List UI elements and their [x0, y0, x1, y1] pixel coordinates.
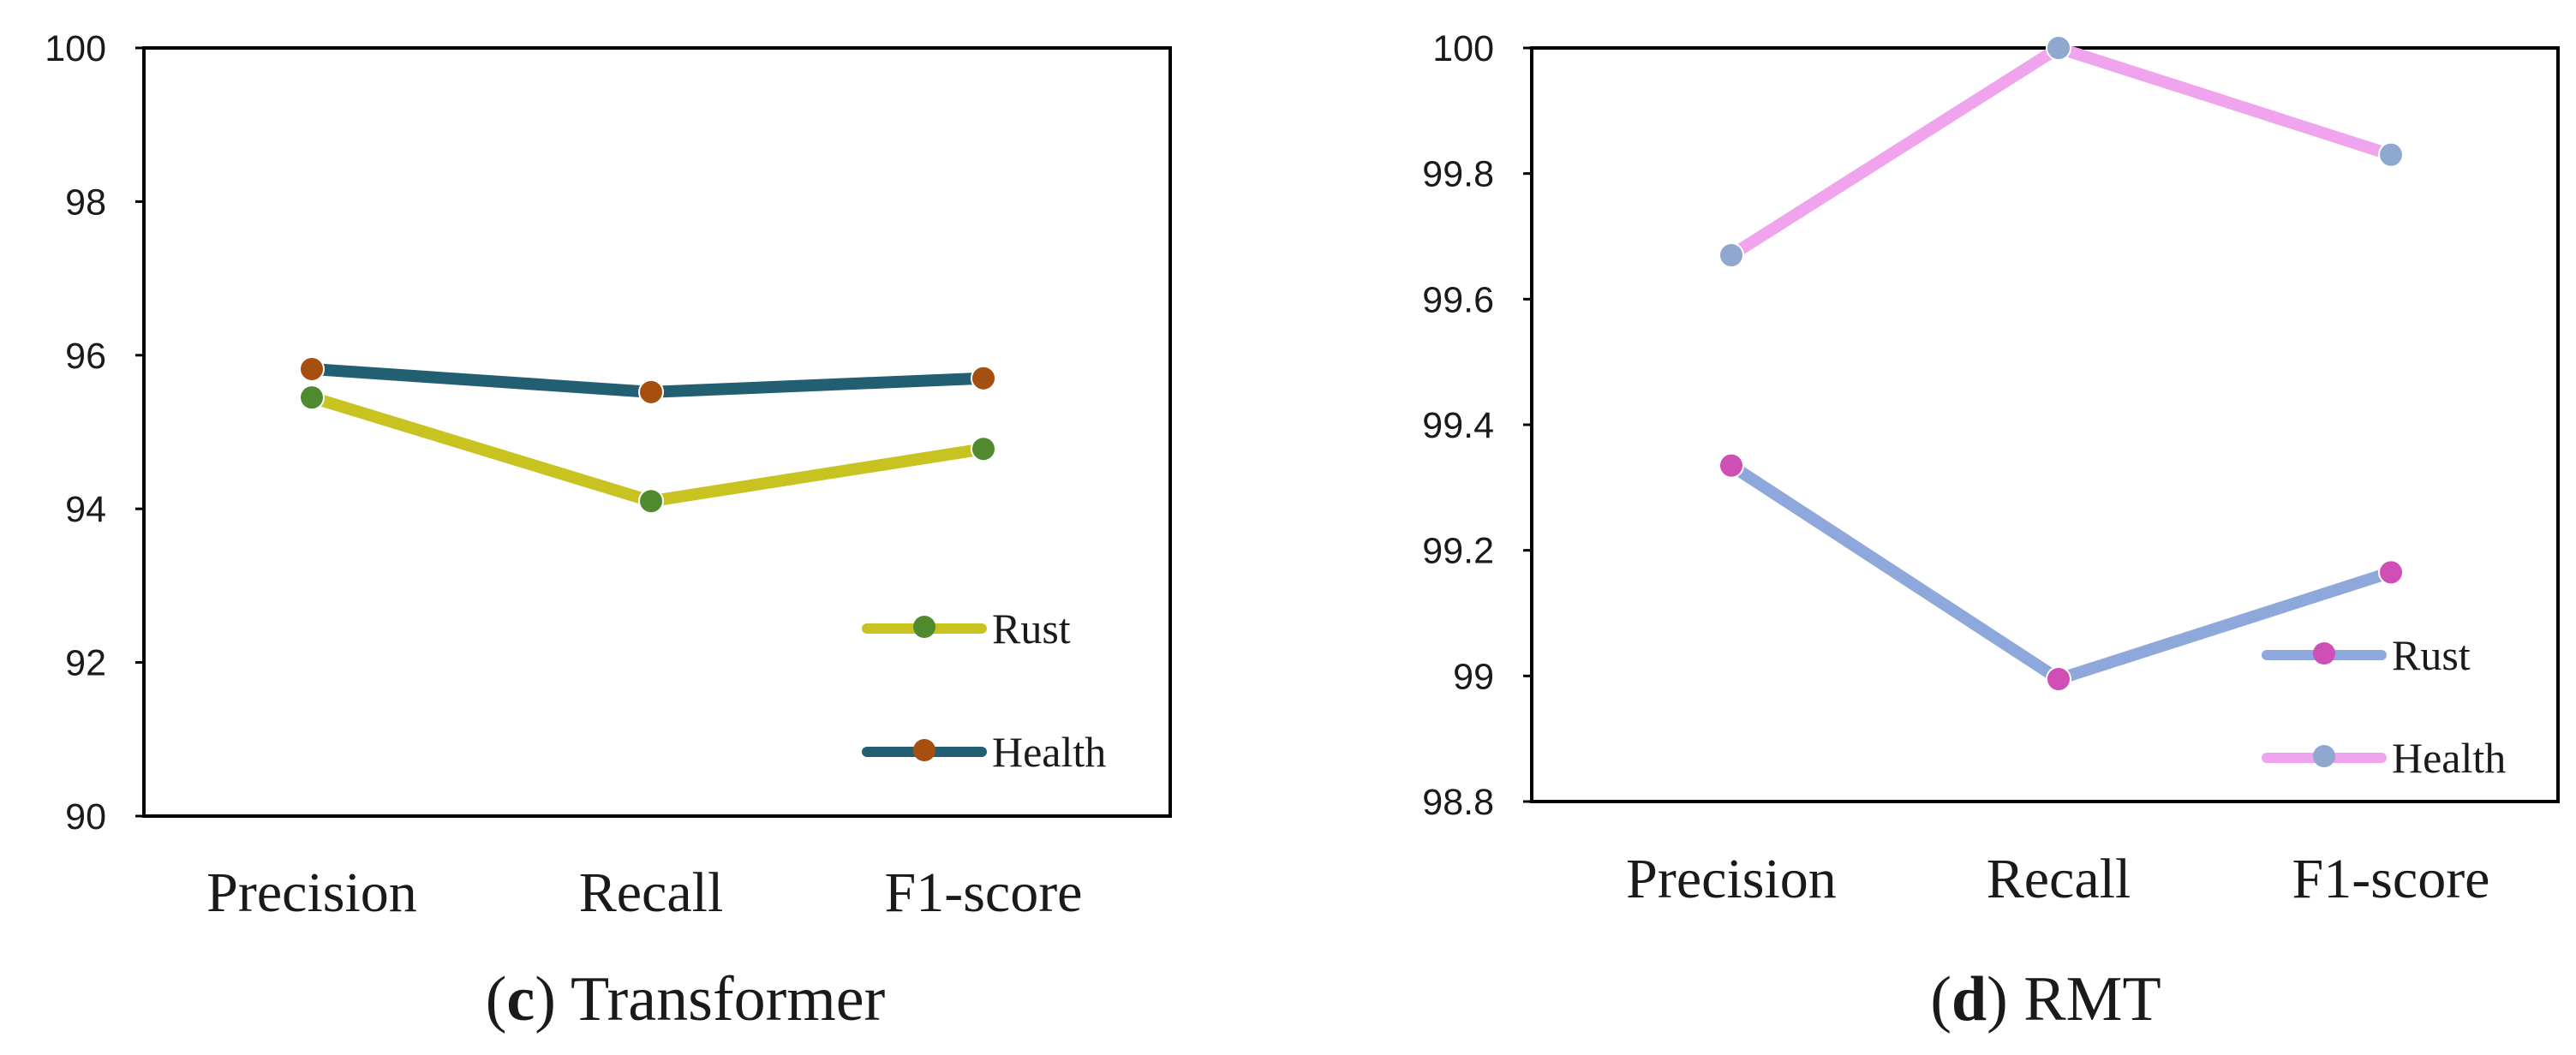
data-point-rust	[1718, 452, 1744, 479]
data-point-rust	[2046, 666, 2071, 692]
x-category-label: Recall	[579, 861, 724, 924]
y-tick-label: 90	[65, 796, 106, 837]
series-line-rust	[1725, 459, 2397, 685]
data-point-health	[1718, 242, 1744, 268]
series-line-rust	[306, 391, 989, 508]
legend-marker-health	[2313, 745, 2335, 767]
y-tick-label: 100	[45, 28, 106, 69]
y-tick-label: 99.2	[1422, 531, 1494, 572]
data-point-rust	[299, 384, 325, 411]
y-tick-label: 99.4	[1422, 405, 1494, 446]
caption: (c) Transformer	[486, 964, 886, 1034]
y-tick-label: 92	[65, 643, 106, 684]
data-point-rust	[971, 436, 996, 462]
caption-title: RMT	[2008, 964, 2161, 1034]
y-tick-label: 98.8	[1422, 782, 1494, 823]
caption: (d) RMT	[1930, 964, 2161, 1034]
caption-close-paren: )	[1987, 964, 2008, 1034]
legend: Rust Health	[862, 605, 1106, 776]
y-tick-label: 98	[65, 182, 106, 223]
y-tick-label: 96	[65, 336, 106, 377]
legend-label-rust: Rust	[2392, 631, 2471, 679]
y-tick-label: 100	[1432, 28, 1494, 69]
data-point-rust	[638, 488, 664, 515]
y-tick-label: 99.8	[1422, 154, 1494, 195]
x-category-label: Precision	[1626, 848, 1837, 910]
data-point-health	[299, 355, 325, 382]
data-point-health	[638, 378, 664, 405]
caption-open-paren: (	[486, 964, 507, 1034]
legend-label-rust: Rust	[992, 605, 1071, 653]
legend-marker-health	[913, 739, 935, 761]
x-category-label: Precision	[206, 861, 417, 924]
y-tick-label: 94	[65, 489, 106, 530]
plot-frame	[1530, 46, 2560, 803]
legend: Rust Health	[2262, 631, 2506, 782]
data-point-health	[971, 365, 996, 391]
legend-marker-rust	[2313, 642, 2335, 665]
legend-label-health: Health	[992, 728, 1106, 776]
caption-title: Transformer	[556, 964, 885, 1034]
data-point-health	[2378, 141, 2404, 168]
plot-frame	[142, 46, 1172, 818]
y-tick-label: 99.6	[1422, 279, 1494, 320]
caption-letter: d	[1951, 964, 1987, 1034]
caption-letter: c	[506, 964, 535, 1034]
x-category-label: F1-score	[2292, 848, 2490, 910]
chart-d: 98.8 99 99.2 99.4 99.6 99.8 100 Precision Recall…	[1422, 28, 2560, 1034]
data-point-rust	[2378, 559, 2404, 586]
data-point-health	[2046, 35, 2071, 61]
chart-c: 90 92 94 96 98 100 Precision Recall F1-score Rust…	[45, 28, 1172, 1034]
x-category-label: F1-score	[885, 861, 1083, 924]
caption-close-paren: )	[535, 964, 556, 1034]
y-tick-label: 99	[1453, 656, 1494, 697]
legend-label-health: Health	[2392, 734, 2506, 782]
legend-marker-rust	[913, 616, 935, 638]
caption-open-paren: (	[1930, 964, 1951, 1034]
series-line-health	[1725, 42, 2397, 261]
x-category-label: Recall	[1987, 848, 2131, 910]
